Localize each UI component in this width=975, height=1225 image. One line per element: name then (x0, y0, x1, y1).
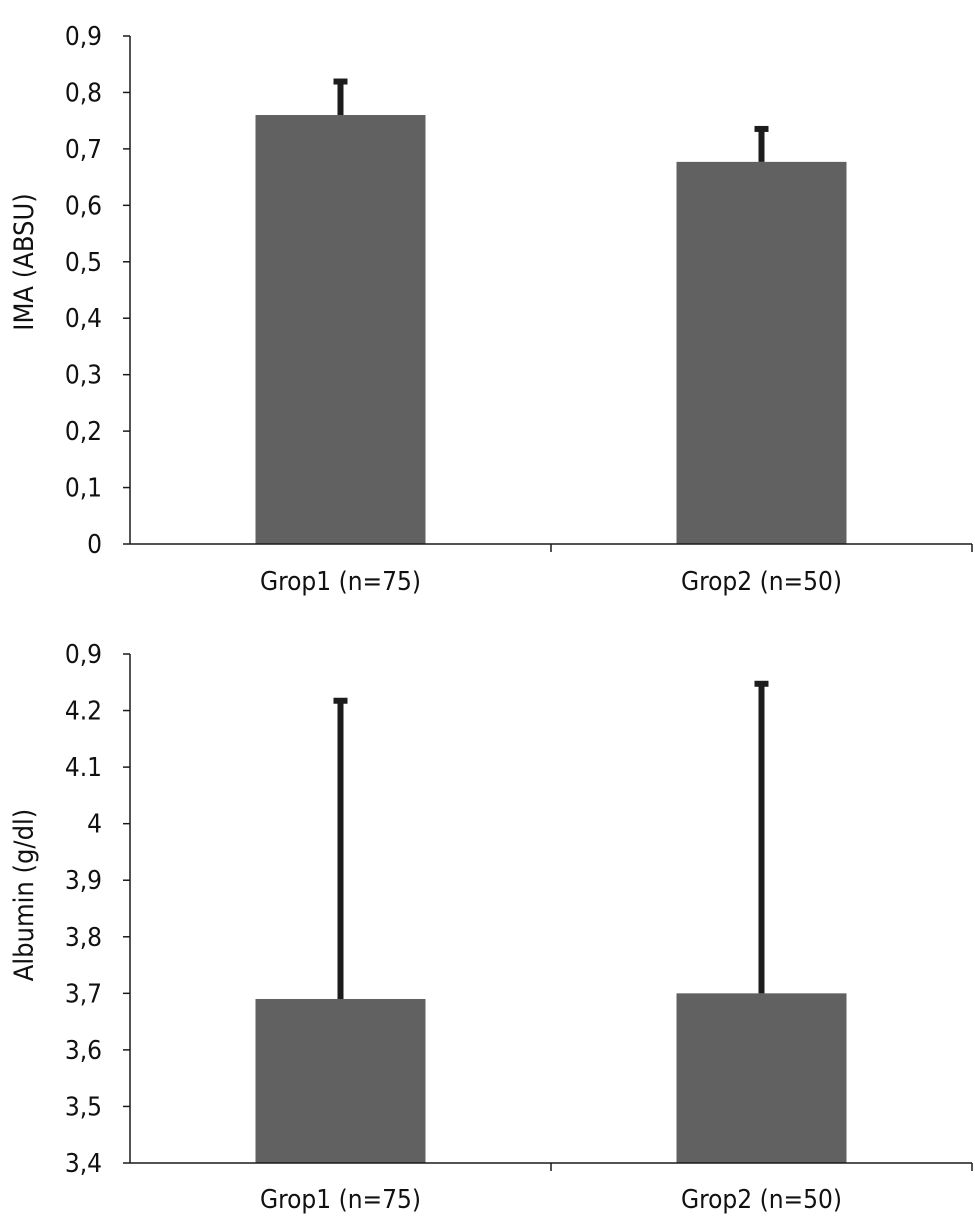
albumin-chart: Albumin (g/dl) 3,4 3,5 3,6 3,7 3,8 3,9 4 4.1 4.2… (9, 640, 973, 1215)
y-tick-label: 3,9 (65, 866, 102, 896)
y-tick-label: 3,7 (65, 979, 102, 1009)
category-label: Grop1 (n=75) (260, 1185, 421, 1215)
bar (676, 161, 847, 545)
y-axis-title: IMA (ABSU) (9, 193, 40, 330)
category-label: Grop1 (n=75) (260, 567, 421, 597)
y-tick-label: 0,9 (65, 640, 102, 670)
y-axis-title: Albumin (g/dl) (9, 809, 40, 981)
y-tick-label: 3,4 (65, 1149, 102, 1179)
y-tick-label: 0,1 (65, 474, 102, 504)
bar (255, 998, 426, 1163)
y-tick-label: 4 (87, 810, 102, 840)
y-tick-label: 4.1 (65, 753, 102, 783)
y-tick-label: 0,8 (65, 78, 102, 108)
y-tick-label: 3,8 (65, 923, 102, 953)
y-tick-label: 0,4 (65, 304, 102, 334)
bar (255, 115, 426, 545)
y-tick-label: 0,6 (65, 191, 102, 221)
y-tick-label: 0,2 (65, 417, 102, 447)
category-label: Grop2 (n=50) (681, 567, 842, 597)
y-tick-label: 0,9 (65, 22, 102, 52)
y-tick-label: 3,6 (65, 1036, 102, 1066)
y-tick-label: 0,3 (65, 361, 102, 391)
y-tick-label: 3,5 (65, 1092, 102, 1122)
y-tick-label: 0 (87, 530, 102, 560)
y-tick-label: 4.2 (65, 697, 102, 727)
y-tick-label: 0,7 (65, 135, 102, 165)
category-label: Grop2 (n=50) (681, 1185, 842, 1215)
ima-chart: IMA (ABSU) 00,10,20,30,40,50,60,70,80,9 … (9, 22, 973, 597)
bar (676, 993, 847, 1163)
y-tick-label: 0,5 (65, 248, 102, 278)
